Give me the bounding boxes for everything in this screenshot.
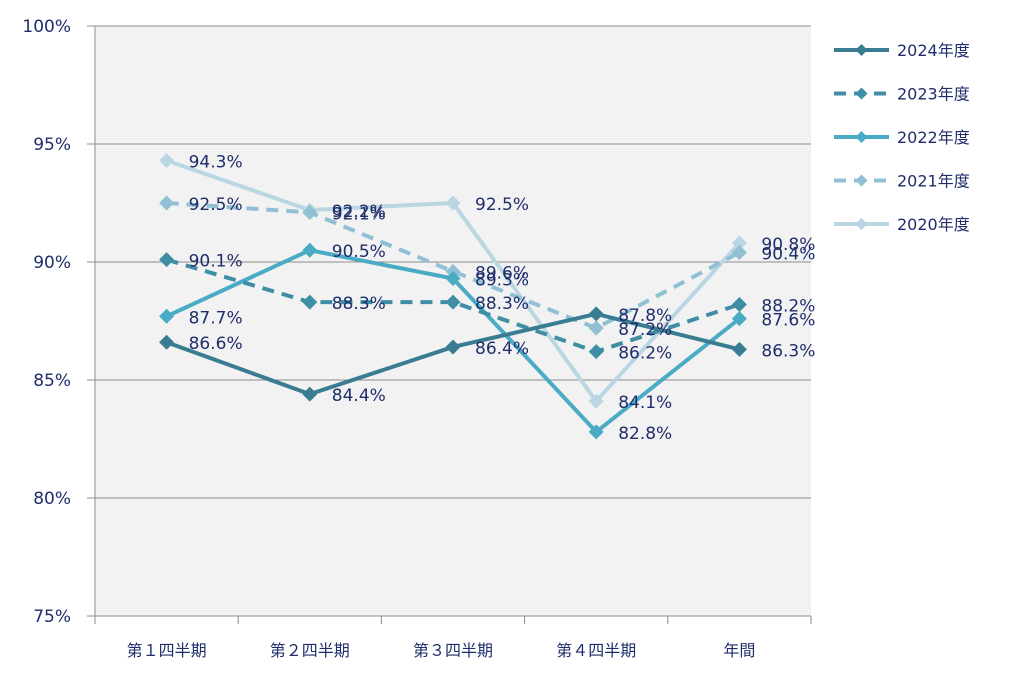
data-point-marker: [445, 271, 461, 287]
data-point-marker: [731, 245, 747, 261]
data-label: 90.5%: [332, 242, 386, 262]
data-label: 88.2%: [761, 296, 815, 316]
legend-label: 2021年度: [897, 172, 970, 191]
data-point-marker: [445, 195, 461, 211]
data-point-marker: [731, 311, 747, 327]
data-label: 89.6%: [475, 263, 529, 283]
data-label: 87.2%: [618, 320, 672, 340]
legend-label: 2023年度: [897, 85, 970, 104]
data-label: 90.1%: [189, 252, 243, 272]
data-label: 87.6%: [761, 311, 815, 331]
y-tick-label: 80%: [33, 489, 71, 509]
x-tick-label: 第４四半期: [556, 641, 636, 660]
data-label: 87.8%: [618, 306, 672, 326]
data-label: 86.2%: [618, 344, 672, 364]
legend: 2024年度 2023年度 2022年度 2021年度 2020年度: [834, 41, 970, 234]
axes: [94, 26, 811, 617]
series-lines: [159, 153, 747, 440]
data-label: 90.4%: [761, 245, 815, 265]
data-point-marker: [445, 294, 461, 310]
data-label: 92.5%: [475, 195, 529, 215]
data-point-marker: [731, 341, 747, 357]
y-tick-label: 95%: [33, 135, 71, 155]
y-axis-ticks: 75% 80% 85% 90% 95% 100%: [22, 17, 95, 627]
data-labels: 86.6% 84.4% 86.4% 87.8% 86.3% 90.1% 88.3% 88.3%…: [189, 153, 816, 444]
data-label: 90.8%: [761, 235, 815, 255]
x-tick-label: 第３四半期: [413, 641, 493, 660]
data-point-marker: [159, 195, 175, 211]
y-tick-label: 90%: [33, 253, 71, 273]
data-point-marker: [588, 320, 604, 336]
legend-label: 2022年度: [897, 128, 970, 147]
data-label: 88.3%: [475, 294, 529, 314]
legend-label: 2024年度: [897, 41, 970, 60]
data-point-marker: [588, 424, 604, 440]
data-label: 86.6%: [189, 334, 243, 354]
data-label: 86.3%: [761, 341, 815, 361]
data-point-marker: [302, 204, 318, 220]
data-label: 92.5%: [189, 195, 243, 215]
legend-marker: [855, 44, 868, 56]
y-tick-label: 75%: [33, 607, 71, 627]
legend-label: 2020年度: [897, 215, 970, 234]
series-line: [166, 201, 741, 331]
x-tick-label: 第２四半期: [270, 641, 350, 660]
data-label: 84.1%: [618, 393, 672, 413]
data-point-marker: [159, 308, 175, 324]
data-label: 84.4%: [332, 386, 386, 406]
data-label: 86.4%: [475, 339, 529, 359]
legend-marker: [855, 87, 868, 100]
data-label: 92.2%: [332, 202, 386, 222]
gridlines: [95, 25, 811, 499]
data-point-marker: [302, 242, 318, 258]
data-point-marker: [731, 235, 747, 251]
data-point-marker: [159, 334, 175, 350]
x-tick-label: 第１四半期: [127, 641, 207, 660]
data-point-marker: [302, 386, 318, 402]
data-point-marker: [588, 393, 604, 409]
x-axis-ticks: 第１四半期 第２四半期 第３四半期 第４四半期 年間: [94, 616, 812, 660]
y-tick-label: 100%: [22, 17, 71, 37]
legend-marker: [855, 131, 868, 143]
data-label: 87.7%: [189, 308, 243, 328]
data-point-marker: [445, 339, 461, 355]
legend-marker: [855, 218, 868, 230]
data-label: 82.8%: [618, 424, 672, 444]
y-tick-label: 85%: [33, 371, 71, 391]
legend-marker: [855, 174, 868, 187]
data-label: 94.3%: [189, 153, 243, 173]
x-tick-label: 年間: [723, 641, 755, 660]
data-point-marker: [588, 344, 604, 360]
data-point-marker: [731, 296, 747, 312]
data-point-marker: [302, 294, 318, 310]
data-label: 88.3%: [332, 294, 386, 314]
data-label: 92.1%: [332, 204, 386, 224]
data-point-marker: [159, 153, 175, 169]
data-point-marker: [588, 306, 604, 322]
data-label: 89.3%: [475, 271, 529, 291]
data-point-marker: [159, 252, 175, 268]
